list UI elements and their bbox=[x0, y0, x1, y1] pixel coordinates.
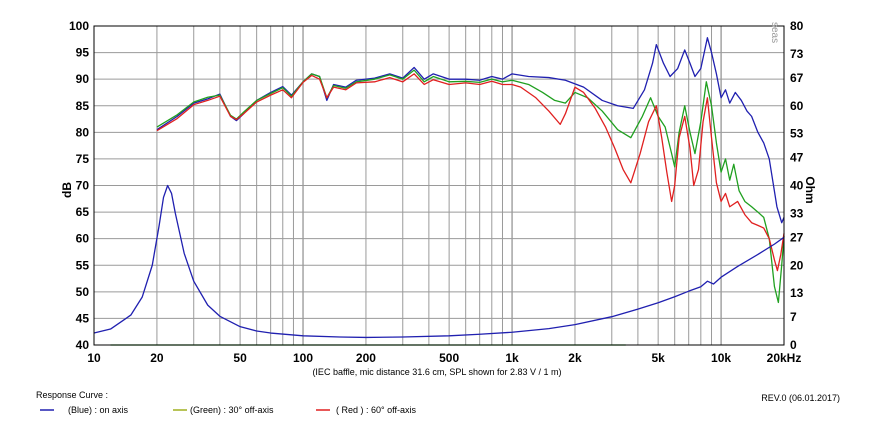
y-tick-label: 90 bbox=[76, 72, 90, 86]
y-tick-label: 100 bbox=[69, 19, 89, 33]
y2-tick-label: 40 bbox=[790, 179, 804, 193]
y2-tick-label: 7 bbox=[790, 310, 797, 324]
y-tick-label: 55 bbox=[76, 258, 90, 272]
y-tick-label: 65 bbox=[76, 205, 90, 219]
y2-tick-label: 47 bbox=[790, 151, 804, 165]
y-tick-label: 60 bbox=[76, 232, 90, 246]
y2-tick-label: 0 bbox=[790, 338, 797, 352]
y2-tick-label: 67 bbox=[790, 71, 804, 85]
y-tick-label: 70 bbox=[76, 179, 90, 193]
tick-labels: 10 20 50 100 200 500 1k 2k 5k 10k 20kHz10095908580… bbox=[69, 19, 804, 365]
y-tick-label: 50 bbox=[76, 285, 90, 299]
plot-frame bbox=[93, 25, 785, 346]
series-line-1 bbox=[156, 69, 785, 304]
y2-tick-label: 20 bbox=[790, 258, 804, 272]
x-tick-label: 5k bbox=[651, 351, 665, 365]
y2-tick-label: 33 bbox=[790, 206, 804, 220]
y-tick-label: 45 bbox=[76, 311, 90, 325]
legend-label-green: (Green) : 30° off-axis bbox=[190, 405, 274, 415]
series-line-3 bbox=[93, 184, 785, 339]
x-tick-label: 20 bbox=[150, 351, 164, 365]
legend-item-blue: (Blue) : on axis bbox=[40, 405, 129, 415]
legend-item-green: (Green) : 30° off-axis bbox=[173, 405, 274, 415]
x-tick-label: 2k bbox=[568, 351, 582, 365]
legend-label-blue: (Blue) : on axis bbox=[68, 405, 129, 415]
revision-label: REV.0 (06.01.2017) bbox=[761, 393, 840, 403]
y-tick-label: 80 bbox=[76, 125, 90, 139]
y-tick-label: 75 bbox=[76, 152, 90, 166]
y2-tick-label: 60 bbox=[790, 99, 804, 113]
series-line-0 bbox=[156, 37, 785, 224]
y2-tick-label: 73 bbox=[790, 47, 804, 61]
y-axis-label: dB bbox=[60, 182, 74, 198]
y2-tick-label: 53 bbox=[790, 127, 804, 141]
x-tick-label: 50 bbox=[233, 351, 247, 365]
x-tick-label: 10 bbox=[87, 351, 101, 365]
series-layer bbox=[93, 37, 785, 346]
x-tick-label: 20kHz bbox=[767, 351, 802, 365]
y-tick-label: 40 bbox=[76, 338, 90, 352]
x-tick-label: 500 bbox=[439, 351, 459, 365]
legend-label-red: ( Red ) : 60° off-axis bbox=[336, 405, 416, 415]
y2-tick-label: 13 bbox=[790, 286, 804, 300]
x-tick-label: 1k bbox=[505, 351, 519, 365]
chart-note: (IEC baffle, mic distance 31.6 cm, SPL s… bbox=[312, 367, 561, 377]
x-tick-label: 200 bbox=[356, 351, 376, 365]
y2-tick-label: 80 bbox=[790, 19, 804, 33]
y-tick-label: 95 bbox=[76, 46, 90, 60]
legend-heading: Response Curve : bbox=[36, 390, 108, 400]
x-tick-label: 100 bbox=[293, 351, 313, 365]
y2-tick-label: 27 bbox=[790, 230, 804, 244]
watermark-text: seas bbox=[769, 22, 780, 43]
y-tick-label: 85 bbox=[76, 99, 90, 113]
grid bbox=[94, 26, 784, 345]
x-tick-label: 10k bbox=[711, 351, 731, 365]
y2-axis-label: Ohm bbox=[803, 176, 817, 203]
legend-item-red: ( Red ) : 60° off-axis bbox=[316, 405, 416, 415]
series-line-2 bbox=[156, 73, 785, 272]
